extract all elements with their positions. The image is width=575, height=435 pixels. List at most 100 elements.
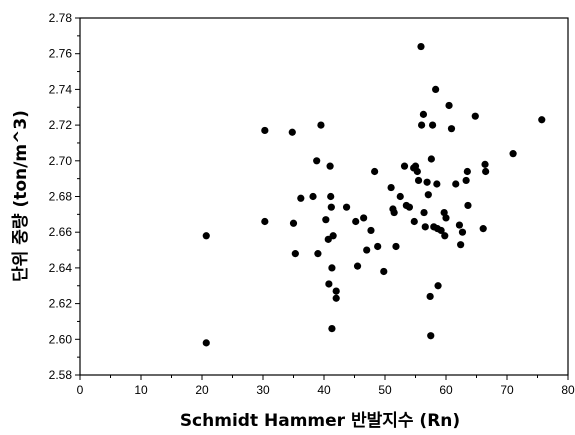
x-tick-label: 80	[561, 383, 575, 397]
data-point	[332, 294, 340, 302]
data-point	[457, 241, 465, 249]
x-tick-label: 60	[439, 383, 453, 397]
y-tick-label: 2.64	[49, 261, 73, 275]
data-point	[462, 176, 470, 185]
data-point	[202, 232, 210, 240]
data-point	[396, 192, 404, 201]
y-axis-title: 단위 중량 (ton/m^3)	[11, 110, 31, 282]
data-point	[471, 112, 479, 120]
data-point	[447, 125, 456, 133]
y-tick-label: 2.78	[49, 11, 73, 25]
data-point	[360, 214, 368, 222]
data-point	[352, 217, 360, 226]
data-point	[423, 178, 431, 186]
data-point	[322, 216, 330, 224]
data-point	[363, 246, 371, 254]
y-tick-label: 2.60	[49, 332, 73, 346]
x-axis-title: Schmidt Hammer 반발지수 (Rn)	[180, 411, 460, 431]
data-point	[417, 42, 425, 51]
data-point	[442, 214, 450, 222]
x-tick-label: 30	[256, 383, 270, 397]
data-point	[392, 242, 400, 251]
data-point	[328, 264, 336, 272]
data-point	[327, 203, 335, 211]
data-point	[380, 267, 388, 276]
data-point	[390, 208, 398, 217]
data-point	[309, 192, 317, 201]
data-point	[261, 217, 269, 226]
data-point	[418, 121, 426, 129]
data-point	[452, 180, 460, 188]
data-point	[445, 101, 453, 110]
data-point	[455, 221, 464, 229]
data-point	[400, 162, 409, 170]
x-tick-label: 40	[317, 383, 331, 397]
y-tick-label: 2.76	[49, 47, 73, 61]
data-point	[367, 226, 375, 235]
data-point	[317, 121, 325, 129]
data-point	[434, 282, 442, 290]
data-point	[410, 217, 418, 226]
data-point	[481, 160, 489, 168]
data-point	[419, 110, 428, 118]
y-tick-label: 2.58	[49, 368, 73, 382]
data-point	[329, 232, 337, 240]
data-point	[289, 219, 298, 227]
y-tick-label: 2.68	[49, 190, 73, 204]
data-point	[332, 287, 340, 295]
data-point	[420, 208, 428, 217]
data-point	[432, 85, 440, 93]
x-axis-ticks: 0 10 20 30 40 50 60 70 80	[77, 375, 575, 397]
data-point	[479, 225, 487, 233]
data-point	[427, 332, 435, 340]
data-point	[427, 155, 435, 163]
y-tick-label: 2.62	[49, 297, 73, 311]
data-point	[314, 250, 322, 258]
data-point	[464, 201, 472, 210]
data-point	[387, 183, 395, 192]
x-tick-label: 0	[77, 383, 84, 397]
data-point	[509, 150, 517, 158]
data-point	[441, 232, 449, 240]
data-point	[428, 121, 437, 129]
data-point	[458, 228, 467, 236]
data-point	[374, 242, 382, 251]
data-point	[342, 203, 351, 211]
data-point	[313, 157, 321, 165]
data-point	[414, 176, 423, 185]
data-point	[482, 167, 490, 176]
data-point	[433, 180, 441, 188]
data-point	[437, 226, 445, 235]
data-point	[202, 339, 210, 347]
y-tick-label: 2.70	[49, 154, 73, 168]
data-point	[421, 223, 429, 231]
data-point	[463, 167, 471, 176]
plot-frame	[79, 17, 569, 376]
y-axis-ticks: 2.58 2.60 2.62 2.64 2.66 2.68 2.70 2.72 2.74 2.76…	[49, 11, 80, 382]
x-tick-label: 50	[378, 383, 392, 397]
data-point	[297, 194, 305, 202]
x-tick-label: 10	[134, 383, 148, 397]
data-point	[353, 262, 362, 270]
data-points	[202, 42, 546, 347]
y-tick-label: 2.72	[49, 118, 73, 132]
y-tick-label: 2.66	[49, 225, 73, 239]
x-tick-label: 70	[500, 383, 514, 397]
data-point	[261, 126, 269, 135]
data-point	[413, 167, 421, 176]
data-point	[538, 116, 546, 124]
y-tick-label: 2.74	[49, 82, 73, 96]
data-point	[291, 250, 299, 258]
data-point	[327, 192, 335, 201]
data-point	[424, 191, 432, 199]
x-tick-label: 20	[195, 383, 209, 397]
data-point	[405, 203, 413, 211]
data-point	[326, 162, 334, 170]
data-point	[328, 324, 336, 333]
data-point	[371, 167, 379, 176]
data-point	[288, 128, 296, 136]
axes	[79, 17, 569, 376]
data-point	[426, 292, 434, 301]
data-point	[325, 280, 333, 288]
